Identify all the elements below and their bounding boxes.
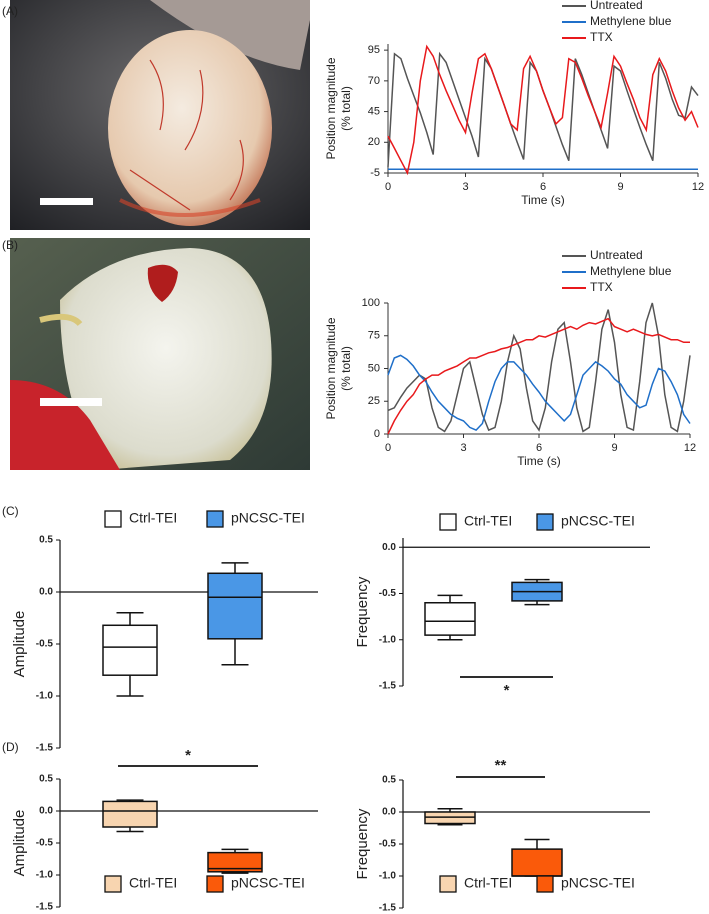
y-tick-label: 0.0 [382, 542, 396, 553]
panel-label: (B) [2, 238, 18, 252]
x-tick-label: 0 [385, 442, 391, 454]
x-tick-label: 12 [692, 181, 704, 193]
y-tick-label: 0.0 [39, 806, 53, 817]
y-tick-label: 45 [368, 105, 380, 117]
legend-label: TTX [590, 280, 613, 294]
y-tick-label: -1.5 [379, 681, 397, 692]
y-axis-label: Position magnitude [324, 57, 338, 159]
x-tick-label: 0 [385, 181, 391, 193]
y-tick-label: -1.5 [36, 902, 54, 913]
y-axis-label: Position magnitude [324, 317, 338, 419]
series-line [387, 51, 699, 167]
x-tick-label: 9 [611, 442, 617, 454]
series-line [387, 354, 691, 431]
box [102, 800, 158, 828]
x-tick-label: 12 [684, 442, 696, 454]
legend-swatch [206, 875, 224, 893]
x-tick-label: 6 [536, 442, 542, 454]
x-tick-label: 3 [462, 181, 468, 193]
legend-label: pNCSC-TEI [231, 510, 305, 526]
significance-label: ** [495, 757, 507, 774]
y-tick-label: 75 [368, 330, 380, 342]
legend-swatch [104, 875, 122, 893]
y-axis-label: Frequency [354, 808, 371, 879]
y-tick-label: 0.5 [382, 775, 396, 786]
legend-swatch [536, 513, 554, 531]
photo-b [10, 238, 310, 470]
y-tick-label: 0.0 [382, 807, 396, 818]
series-line [387, 317, 690, 435]
y-tick-label: -1.5 [379, 903, 397, 914]
y-tick-label: 0.5 [39, 535, 53, 546]
x-axis-label: Time (s) [521, 193, 565, 207]
box [207, 851, 263, 873]
legend-label: pNCSC-TEI [561, 513, 635, 529]
legend-swatch [536, 875, 554, 893]
x-tick-label: 6 [540, 181, 546, 193]
legend-label: Ctrl-TEI [464, 875, 512, 891]
y-axis-label: Amplitude [11, 611, 28, 678]
y-tick-label: -1.5 [36, 743, 54, 754]
y-axis-label: Frequency [354, 576, 371, 647]
legend-label: Ctrl-TEI [129, 510, 177, 526]
y-tick-label: -0.5 [36, 639, 54, 650]
y-tick-label: 0.0 [39, 587, 53, 598]
y-axis-label: (% total) [339, 346, 353, 391]
x-tick-label: 3 [460, 442, 466, 454]
legend-label: TTX [590, 30, 613, 44]
y-tick-label: -0.5 [379, 588, 397, 599]
y-tick-label: -0.5 [36, 838, 54, 849]
legend-label: Methylene blue [590, 264, 672, 278]
legend-label: Ctrl-TEI [464, 513, 512, 529]
series-line [387, 44, 699, 176]
y-tick-label: 25 [368, 395, 380, 407]
significance-label: * [504, 682, 510, 699]
significance-label: * [185, 747, 191, 764]
y-tick-label: -1.0 [379, 871, 397, 882]
y-tick-label: -5 [370, 167, 380, 179]
legend-swatch [439, 875, 457, 893]
y-tick-label: 20 [368, 136, 380, 148]
box [511, 848, 563, 877]
legend-label: Untreated [590, 248, 643, 262]
y-tick-label: 0.5 [39, 774, 53, 785]
y-tick-label: -0.5 [379, 839, 397, 850]
legend-swatch [104, 510, 122, 528]
panel-label: (C) [2, 504, 19, 518]
y-axis-label: Amplitude [11, 810, 28, 877]
legend-label: Ctrl-TEI [129, 875, 177, 891]
legend-label: pNCSC-TEI [231, 875, 305, 891]
legend-label: Methylene blue [590, 14, 672, 28]
legend-swatch [439, 513, 457, 531]
photo-a [10, 0, 310, 230]
x-tick-label: 9 [617, 181, 623, 193]
x-axis-label: Time (s) [517, 454, 561, 468]
y-tick-label: 95 [368, 44, 380, 56]
box [102, 624, 158, 676]
y-tick-label: -1.0 [36, 870, 54, 881]
y-tick-label: 50 [368, 362, 380, 374]
series-line [387, 302, 691, 433]
y-tick-label: 0 [374, 428, 380, 440]
legend-swatch [206, 510, 224, 528]
legend-label: pNCSC-TEI [561, 875, 635, 891]
y-tick-label: -1.0 [36, 691, 54, 702]
box [424, 602, 476, 636]
y-tick-label: 70 [368, 75, 380, 87]
y-axis-label: (% total) [339, 86, 353, 131]
panel-label: (D) [2, 740, 19, 754]
y-tick-label: 100 [362, 297, 380, 309]
panel-label: (A) [2, 4, 18, 18]
y-tick-label: -1.0 [379, 634, 397, 645]
legend-label: Untreated [590, 0, 643, 12]
box [207, 572, 263, 640]
